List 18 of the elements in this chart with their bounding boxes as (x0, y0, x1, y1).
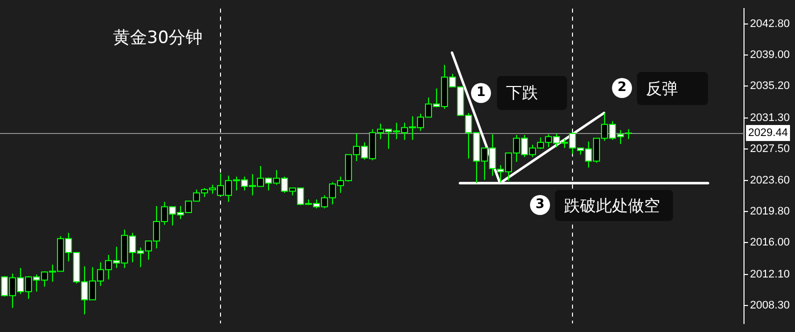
annotation: 跌破此处做空 (555, 190, 673, 221)
annotation: 反弹 (637, 72, 708, 105)
y-tick-label: 2042.80 (750, 18, 790, 30)
text: 黄金30分钟 (113, 27, 203, 49)
y-tick-label: 2016.00 (750, 236, 790, 249)
y-tick-label: 2031.30 (750, 112, 790, 124)
ref-line-label: 2029.44 (748, 127, 788, 140)
y-tick-label: 2027.50 (750, 142, 790, 155)
y-tick-label: 2012.10 (750, 268, 790, 280)
y-tick-label: 2039.00 (750, 49, 790, 62)
annotation: 1 (471, 83, 491, 103)
annotation: 2 (612, 78, 632, 98)
y-tick-label: 2008.30 (750, 299, 790, 312)
annotation: 下跌 (497, 76, 567, 110)
y-tick-label: 2035.20 (750, 80, 790, 92)
y-tick-label: 2023.60 (750, 174, 790, 187)
y-tick-label: 2019.80 (750, 206, 790, 218)
annotation: 3 (530, 195, 550, 215)
